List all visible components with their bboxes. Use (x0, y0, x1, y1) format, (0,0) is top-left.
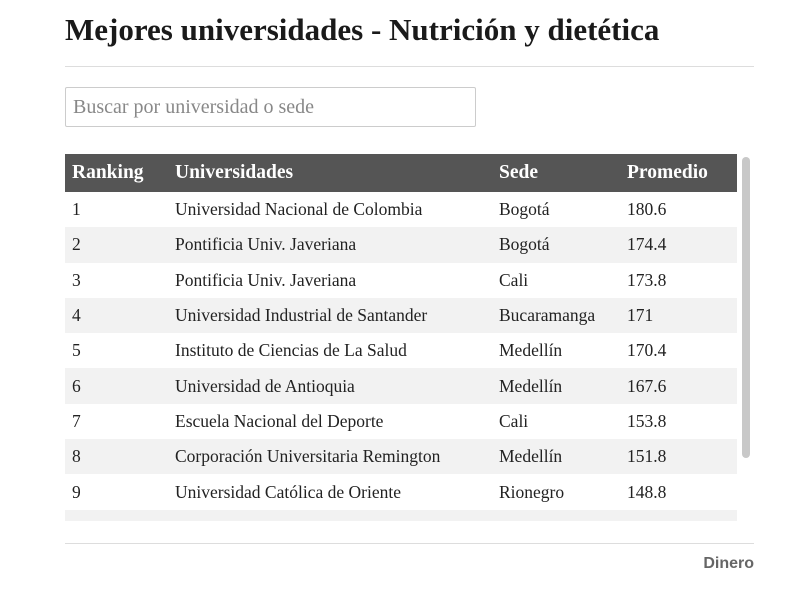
column-header: Promedio (620, 154, 737, 192)
table-row: 4 Universidad Industrial de Santander Buca… (65, 297, 737, 334)
table-cell: 167.6 (620, 368, 737, 404)
table-cell: 151.8 (620, 439, 737, 475)
table-container: Ranking Universidades Sede Promedio 1 Univer… (65, 154, 737, 521)
table-cell: Cali (499, 269, 529, 290)
table-cell: 5 (72, 340, 81, 361)
table-cell (620, 509, 737, 521)
table-cell: Instituto de Ciencias de La Salud (175, 340, 407, 361)
table-cell: Universidad de Antioquia (168, 368, 492, 404)
title: Mejores universidades - Nutrición y diet… (65, 12, 660, 47)
table-cell: 1 (72, 199, 81, 220)
table-cell: Bogotá (499, 199, 550, 220)
divider (65, 543, 754, 544)
table-cell: Cali (499, 410, 529, 431)
table-cell: Bogotá (492, 227, 620, 263)
table-cell: 171 (620, 297, 737, 334)
table-cell: 9 (72, 481, 81, 502)
table-cell: 173.8 (627, 269, 667, 290)
table-cell: 7 (72, 410, 81, 431)
table-cell: Pontificia Univ. Javeriana (175, 269, 357, 290)
table-cell: 4 (65, 297, 168, 334)
table-cell: Escuela Nacional del Deporte (175, 410, 384, 431)
table-cell: 153.8 (627, 410, 667, 431)
table-cell (65, 509, 168, 521)
table-cell: 6 (65, 368, 168, 404)
table-row: 8 Corporación Universitaria Remington Mede… (65, 439, 737, 475)
table-row: 1 Universidad Nacional de Colombia Bogotá 1… (65, 192, 737, 227)
table-cell: Bucaramanga (492, 297, 620, 334)
table-cell: Universidad Católica de Oriente (175, 481, 401, 502)
table-cell: Medellín (492, 368, 620, 404)
table-row: 6 Universidad de Antioquia Medellín 167.6 (65, 368, 737, 404)
table-cell: 3 (72, 269, 81, 290)
divider (65, 66, 754, 67)
table-cell: 8 (65, 439, 168, 475)
table-cell: Universidad Nacional de Colombia (175, 199, 423, 220)
scrollbar[interactable] (742, 157, 750, 458)
table-cell: 170.4 (627, 340, 667, 361)
table-cell (168, 509, 492, 521)
table-head: Ranking Universidades Sede Promedio (65, 154, 737, 192)
table-cell: 180.6 (627, 199, 667, 220)
logo: Dinero (703, 555, 754, 572)
table-cell: 2 (65, 227, 168, 263)
table-cell: Medellín (499, 340, 563, 361)
table-row: 2 Pontificia Univ. Javeriana Bogotá 174.4 (65, 227, 737, 263)
table-cell: Rionegro (499, 481, 565, 502)
table-cell: Pontificia Univ. Javeriana (168, 227, 492, 263)
table-body: 1 Universidad Nacional de Colombia Bogotá 1… (65, 192, 737, 521)
table-cell: Medellín (492, 439, 620, 475)
table-cell (492, 509, 620, 521)
table-cell: Universidad Industrial de Santander (168, 297, 492, 334)
table-row (65, 509, 737, 521)
header-row: Ranking Universidades Sede Promedio (65, 154, 737, 192)
table-cell: 148.8 (627, 481, 667, 502)
column-header: Universidades (168, 154, 492, 192)
table-cell: 174.4 (620, 227, 737, 263)
column-header: Ranking (65, 154, 168, 192)
table-row: 3 Pontificia Univ. Javeriana Cali 173.8 (65, 263, 737, 298)
table-row: 9 Universidad Católica de Oriente Rionegro… (65, 474, 737, 509)
column-header: Sede (492, 154, 620, 192)
search-input[interactable] (65, 87, 476, 127)
table-row: 5 Instituto de Ciencias de La Salud Medell… (65, 333, 737, 368)
table-cell: Corporación Universitaria Remington (168, 439, 492, 475)
table-row: 7 Escuela Nacional del Deporte Cali 153.8 (65, 404, 737, 439)
table: Ranking Universidades Sede Promedio 1 Univer… (65, 154, 737, 521)
